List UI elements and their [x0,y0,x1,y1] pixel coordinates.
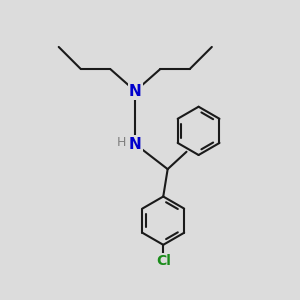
Text: H: H [116,136,126,149]
Text: Cl: Cl [156,254,171,268]
Text: N: N [129,136,142,152]
Text: N: N [129,84,142,99]
